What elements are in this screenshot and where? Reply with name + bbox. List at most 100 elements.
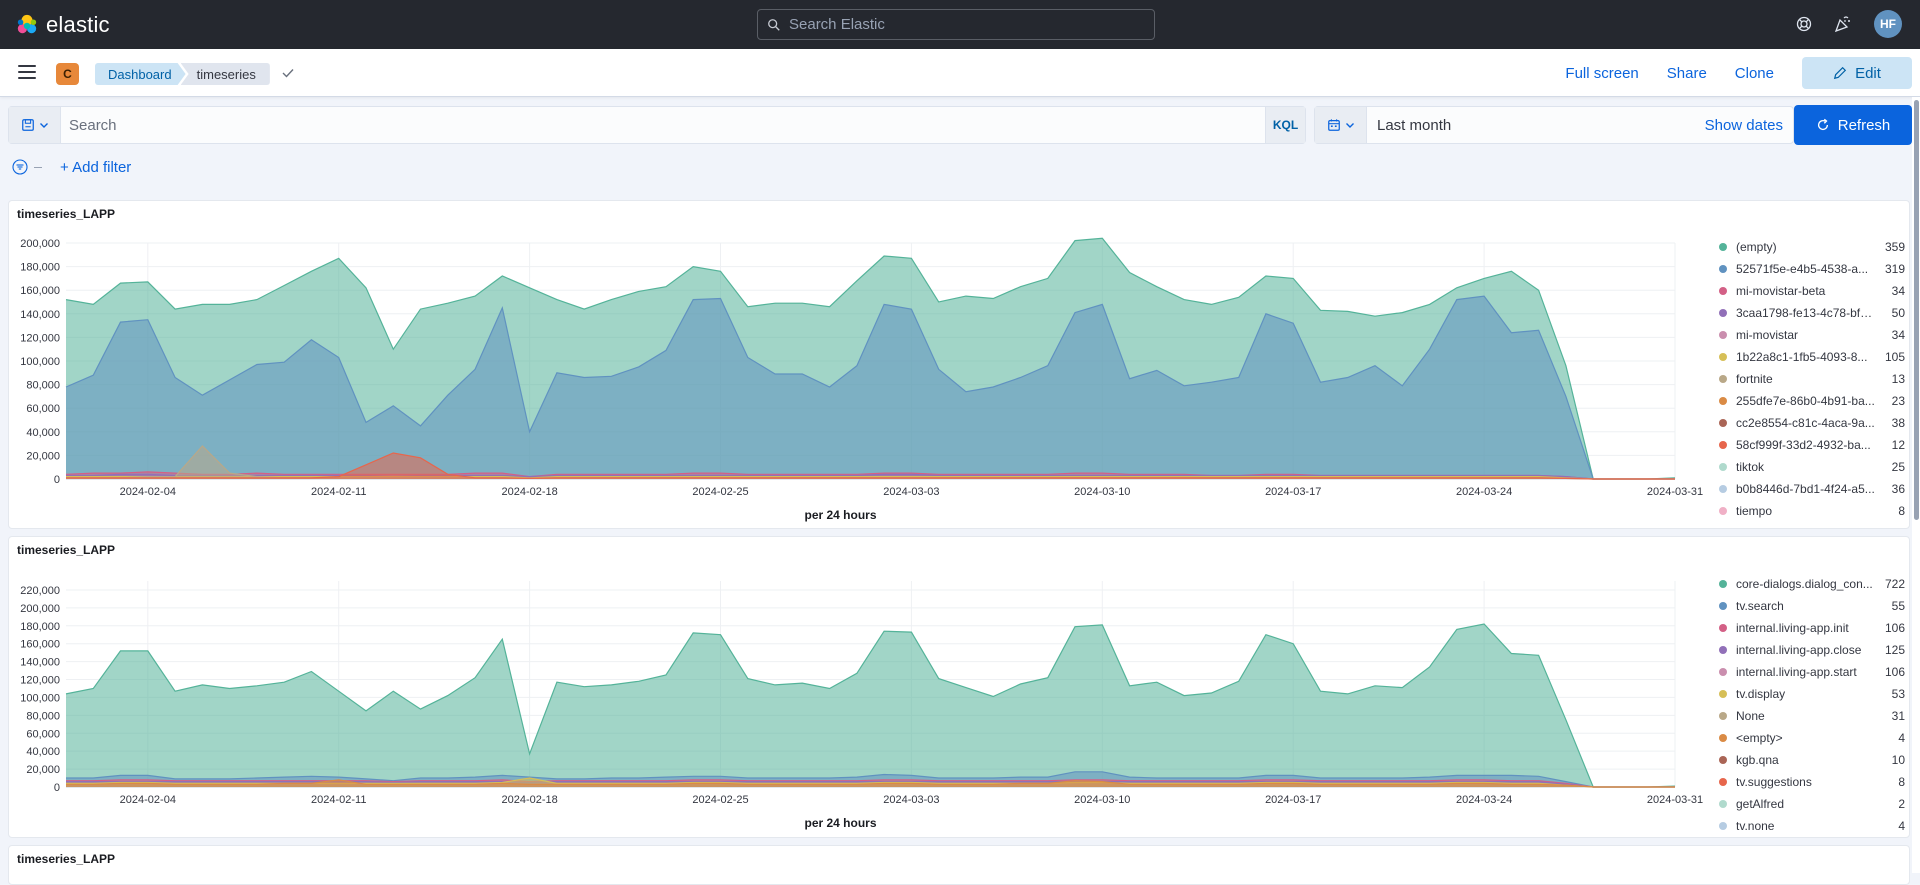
x-tick-label: 2024-03-17	[1265, 486, 1321, 498]
legend-value: 105	[1884, 350, 1905, 364]
menu-toggle-icon[interactable]	[18, 65, 36, 79]
help-icon[interactable]	[1796, 16, 1812, 32]
add-filter-button[interactable]: + Add filter	[60, 158, 132, 176]
legend-color-dot	[1719, 822, 1727, 830]
legend-value: 722	[1884, 577, 1905, 591]
clone-button[interactable]: Clone	[1734, 64, 1774, 82]
elastic-logo-icon	[17, 14, 37, 34]
legend-color-dot	[1719, 309, 1727, 317]
legend-label: kgb.qna	[1736, 753, 1779, 767]
legend-item[interactable]: internal.living-app.init 106	[1715, 619, 1905, 637]
quick-date-menu[interactable]	[1315, 107, 1367, 143]
x-tick-label: 2024-02-18	[501, 486, 557, 498]
legend-color-dot	[1719, 734, 1727, 742]
elastic-logo[interactable]: elastic	[16, 12, 110, 38]
chevron-down-icon	[1345, 123, 1354, 128]
legend-label: 52571f5e-e4b5-4538-a...	[1736, 262, 1869, 276]
legend-item[interactable]: tv.none 4	[1715, 817, 1905, 835]
legend-item[interactable]: internal.living-app.start 106	[1715, 663, 1905, 681]
x-tick-label: 2024-03-31	[1647, 486, 1703, 498]
space-avatar[interactable]: C	[56, 63, 79, 85]
x-axis-label: per 24 hours	[804, 508, 876, 522]
edit-button-label: Edit	[1855, 64, 1881, 82]
user-avatar[interactable]: HF	[1874, 10, 1902, 38]
news-feed-icon[interactable]	[1834, 15, 1852, 33]
y-tick-label: 0	[54, 782, 60, 794]
x-axis-label: per 24 hours	[804, 816, 876, 830]
legend-value: 13	[1891, 372, 1905, 386]
legend-item[interactable]: 3caa1798-fe13-4c78-bfa... 50	[1715, 304, 1905, 322]
x-tick-label: 2024-02-25	[692, 486, 748, 498]
global-search-input[interactable]	[789, 16, 1129, 33]
date-picker: Last month Show dates	[1314, 106, 1794, 144]
legend-item[interactable]: 1b22a8c1-1fb5-4093-8... 105	[1715, 348, 1905, 366]
search-icon	[768, 18, 780, 31]
legend-label: internal.living-app.start	[1736, 665, 1857, 679]
refresh-icon	[1817, 118, 1828, 131]
breadcrumb-dashboard[interactable]: Dashboard	[95, 63, 186, 85]
legend-item[interactable]: mi-movistar 34	[1715, 326, 1905, 344]
y-tick-label: 160,000	[20, 639, 60, 651]
legend-item[interactable]: fortnite 13	[1715, 370, 1905, 388]
legend-color-dot	[1719, 756, 1727, 764]
legend-item[interactable]: internal.living-app.close 125	[1715, 641, 1905, 659]
legend-label: tv.search	[1736, 599, 1784, 613]
calendar-icon	[1327, 119, 1340, 131]
legend-item[interactable]: 52571f5e-e4b5-4538-a... 319	[1715, 260, 1905, 278]
global-search-field[interactable]	[757, 9, 1155, 40]
query-input[interactable]	[69, 116, 1265, 134]
x-tick-label: 2024-03-03	[883, 486, 939, 498]
legend-item[interactable]: <empty> 4	[1715, 729, 1905, 747]
legend-item[interactable]: getAlfred 2	[1715, 795, 1905, 813]
legend-color-dot	[1719, 265, 1727, 273]
filter-divider	[34, 166, 42, 168]
y-tick-label: 20,000	[26, 764, 60, 776]
saved-query-menu[interactable]	[9, 107, 61, 143]
show-dates-button[interactable]: Show dates	[1704, 116, 1783, 134]
legend-label: fortnite	[1736, 372, 1773, 386]
legend-item[interactable]: tv.display 53	[1715, 685, 1905, 703]
legend-item[interactable]: tiktok 25	[1715, 458, 1905, 476]
legend-value: 2	[1898, 797, 1905, 811]
legend-item[interactable]: 255dfe7e-86b0-4b91-ba... 23	[1715, 392, 1905, 410]
query-language-toggle[interactable]: KQL	[1265, 107, 1305, 143]
legend-item[interactable]: core-dialogs.dialog_con... 722	[1715, 575, 1905, 593]
query-field[interactable]	[61, 107, 1265, 143]
legend-item[interactable]: mi-movistar-beta 34	[1715, 282, 1905, 300]
time-range-label[interactable]: Last month	[1377, 116, 1452, 134]
chevron-down-icon	[39, 123, 48, 128]
area-chart-2: 0 20,000 40,000 60,000 80,000 100,000 120,000 1…	[20, 581, 1703, 830]
legend-item[interactable]: tv.search 55	[1715, 597, 1905, 615]
x-tick-label: 2024-02-25	[692, 794, 748, 806]
legend-item[interactable]: tv.suggestions 8	[1715, 773, 1905, 791]
area-chart-1: 0 20,000 40,000 60,000 80,000 100,000 120,000 1…	[20, 237, 1703, 522]
panel-title: timeseries_LAPP	[17, 207, 116, 221]
legend-item[interactable]: cc2e8554-c81c-4aca-9a... 38	[1715, 414, 1905, 432]
legend-item[interactable]: kgb.qna 10	[1715, 751, 1905, 769]
legend-item[interactable]: None 31	[1715, 707, 1905, 725]
legend-item[interactable]: 58cf999f-33d2-4932-ba... 12	[1715, 436, 1905, 454]
x-tick-label: 2024-03-10	[1074, 794, 1130, 806]
series-area	[66, 446, 1675, 479]
filter-menu-icon[interactable]	[12, 159, 28, 175]
legend-item[interactable]: tiempo 8	[1715, 502, 1905, 520]
refresh-button[interactable]: Refresh	[1794, 105, 1912, 145]
legend-value: 31	[1891, 709, 1905, 723]
dashboard-actions: Full screen Share Clone Edit	[1565, 49, 1920, 97]
legend-item[interactable]: (empty) 359	[1715, 238, 1905, 256]
series-line	[65, 237, 1676, 480]
y-tick-label: 20,000	[26, 450, 60, 462]
share-button[interactable]: Share	[1666, 64, 1707, 82]
legend-label: mi-movistar-beta	[1736, 284, 1826, 298]
page-scrollbar-thumb[interactable]	[1914, 100, 1919, 520]
full-screen-button[interactable]: Full screen	[1565, 64, 1639, 82]
saved-query-icon	[21, 119, 34, 131]
y-tick-label: 140,000	[20, 309, 60, 321]
pencil-icon	[1833, 66, 1847, 80]
visualization-panel-1: timeseries_LAPP 0 20,000 40,000 60,000 80,00…	[8, 200, 1910, 529]
legend-item[interactable]: b0b8446d-7bd1-4f24-a5... 36	[1715, 480, 1905, 498]
legend-label: internal.living-app.close	[1736, 643, 1862, 657]
legend-color-dot	[1719, 243, 1727, 251]
legend-color-dot	[1719, 690, 1727, 698]
edit-button[interactable]: Edit	[1802, 57, 1912, 89]
